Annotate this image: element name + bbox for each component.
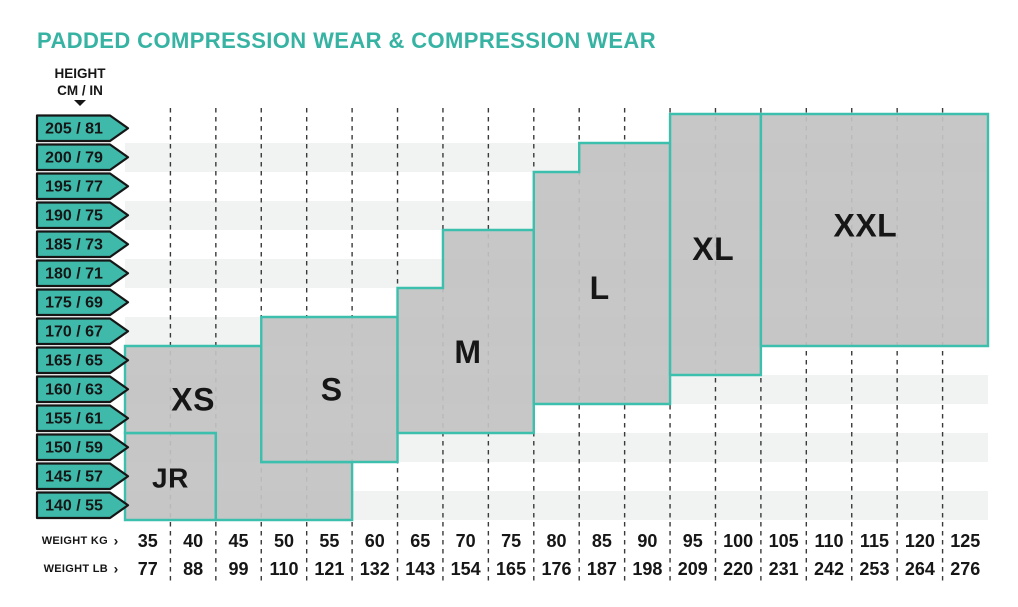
height-tag-label: 150 / 59 — [45, 439, 103, 456]
height-tag-label: 140 / 55 — [45, 497, 103, 514]
weight-kg-value: 60 — [365, 531, 385, 551]
height-tag — [35, 346, 130, 375]
size-label-s: S — [321, 372, 343, 408]
weight-kg-value: 65 — [410, 531, 430, 551]
weight-kg-value: 125 — [950, 531, 980, 551]
weight-lb-value: 154 — [451, 559, 481, 579]
right-chevron-icon: › — [114, 533, 119, 549]
weight-lb-value: 220 — [723, 559, 753, 579]
height-tag — [35, 172, 130, 201]
height-tag-label: 160 / 63 — [45, 381, 103, 398]
weight-kg-value: 85 — [592, 531, 612, 551]
weight-kg-value: 80 — [546, 531, 566, 551]
weight-lb-value: 121 — [314, 559, 344, 579]
weight-kg-value: 100 — [723, 531, 753, 551]
weight-kg-value: 35 — [138, 531, 158, 551]
weight-kg-value: 115 — [860, 531, 889, 551]
height-tag — [35, 317, 130, 346]
height-tag-label: 180 / 71 — [45, 265, 103, 282]
down-arrow-icon — [74, 100, 86, 106]
size-region-s — [260, 315, 399, 464]
weight-lb-value: 132 — [360, 559, 390, 579]
height-tag-label: 200 / 79 — [45, 149, 103, 166]
weight-lb-value: 77 — [138, 559, 158, 579]
weight-lb-value: 176 — [541, 559, 571, 579]
weight-kg-value: 90 — [637, 531, 657, 551]
height-tag — [35, 201, 130, 230]
weight-lb-value: 242 — [814, 559, 844, 579]
size-label-l: L — [590, 270, 610, 306]
size-label-jr: JR — [152, 462, 189, 493]
weight-kg-value: 75 — [501, 531, 521, 551]
size-region-xxl — [759, 112, 990, 348]
height-axis-label-line1: HEIGHT — [54, 66, 106, 81]
height-tag-label: 165 / 65 — [45, 352, 103, 369]
height-tag-label: 195 / 77 — [45, 178, 103, 195]
height-tag — [35, 230, 130, 259]
weight-lb-value: 253 — [859, 559, 889, 579]
weight-kg-value: 70 — [456, 531, 476, 551]
size-label-m: M — [454, 334, 481, 370]
size-label-xxl: XXL — [833, 208, 897, 244]
weight-kg-value: 55 — [319, 531, 339, 551]
weight-lb-value: 165 — [496, 559, 526, 579]
height-tag — [35, 375, 130, 404]
height-tag — [35, 259, 130, 288]
weight-lb-value: 143 — [405, 559, 435, 579]
height-tag-label: 170 / 67 — [45, 323, 103, 340]
height-tag-label: 145 / 57 — [45, 468, 103, 485]
height-tag — [35, 143, 130, 172]
weight-lb-value: 264 — [905, 559, 935, 579]
height-tag-label: 175 / 69 — [45, 294, 103, 311]
weight-kg-value: 105 — [769, 531, 799, 551]
weight-lb-value: 99 — [229, 559, 249, 579]
weight-kg-value: 45 — [229, 531, 249, 551]
weight-lb-value: 198 — [632, 559, 662, 579]
size-label-xs: XS — [171, 382, 215, 418]
weight-kg-value: 40 — [183, 531, 203, 551]
height-tag-label: 185 / 73 — [45, 236, 103, 253]
weight-kg-value: 50 — [274, 531, 294, 551]
height-tag — [35, 288, 130, 317]
height-tag — [35, 491, 130, 520]
height-axis-label-line2: CM / IN — [57, 83, 103, 98]
weight-kg-value: 120 — [905, 531, 935, 551]
height-tag — [35, 433, 130, 462]
weight-kg-value: 110 — [815, 531, 844, 551]
chart-title: PADDED COMPRESSION WEAR & COMPRESSION WE… — [37, 28, 656, 53]
weight-kg-axis-label: WEIGHT KG — [42, 535, 108, 547]
right-chevron-icon: › — [114, 561, 119, 577]
weight-kg-value: 95 — [683, 531, 703, 551]
weight-lb-axis-label: WEIGHT LB — [44, 563, 108, 575]
weight-lb-value: 110 — [269, 559, 298, 579]
height-tag-label: 190 / 75 — [45, 207, 103, 224]
weight-lb-value: 187 — [587, 559, 617, 579]
size-region-xl — [668, 112, 763, 377]
height-tag-label: 155 / 61 — [45, 410, 103, 427]
weight-lb-value: 231 — [769, 559, 799, 579]
weight-lb-value: 276 — [950, 559, 980, 579]
height-tag — [35, 404, 130, 433]
size-label-xl: XL — [692, 231, 734, 267]
height-tag-label: 205 / 81 — [45, 120, 103, 137]
height-tag — [35, 462, 130, 491]
weight-lb-value: 88 — [183, 559, 203, 579]
weight-lb-value: 209 — [678, 559, 708, 579]
height-tag — [35, 114, 130, 143]
